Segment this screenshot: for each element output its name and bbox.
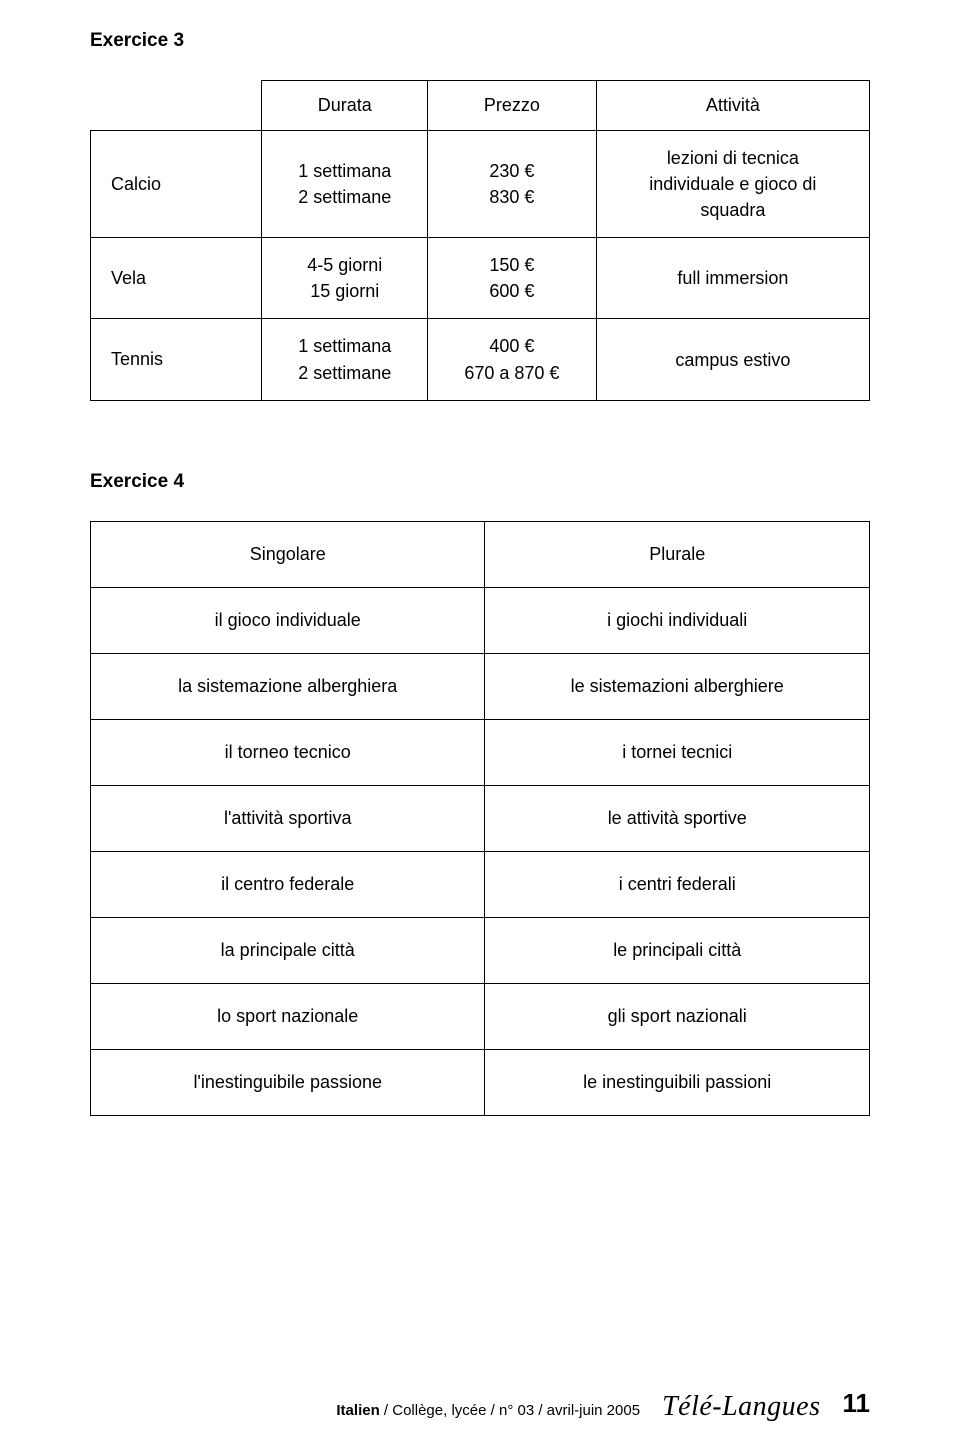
cell-plurale: le attività sportive <box>485 785 870 851</box>
cell-plurale: i tornei tecnici <box>485 719 870 785</box>
exercice-4-table: Singolare Plurale il gioco individuale i… <box>90 521 870 1116</box>
exercice-3-heading: Exercice 3 <box>90 30 870 52</box>
cell-prezzo: 150 €600 € <box>428 238 597 319</box>
row-label: Tennis <box>91 319 262 400</box>
cell-durata: 1 settimana2 settimane <box>262 319 428 400</box>
header-plurale: Plurale <box>485 521 870 587</box>
cell-singolare: la sistemazione alberghiera <box>91 653 485 719</box>
cell-plurale: i centri federali <box>485 851 870 917</box>
header-attivita: Attività <box>596 81 869 131</box>
cell-plurale: gli sport nazionali <box>485 983 870 1049</box>
cell-attivita: lezioni di tecnicaindividuale e gioco di… <box>596 131 869 238</box>
page-footer: Italien / Collège, lycée / n° 03 / avril… <box>90 1387 870 1419</box>
exercice-4-heading: Exercice 4 <box>90 471 870 493</box>
cell-prezzo: 400 €670 a 870 € <box>428 319 597 400</box>
table-row: la principale città le principali città <box>91 917 870 983</box>
table-header-row: Durata Prezzo Attività <box>91 81 870 131</box>
header-blank <box>91 81 262 131</box>
cell-singolare: lo sport nazionale <box>91 983 485 1049</box>
cell-plurale: le inestinguibili passioni <box>485 1049 870 1115</box>
cell-singolare: la principale città <box>91 917 485 983</box>
cell-attivita: campus estivo <box>596 319 869 400</box>
cell-prezzo: 230 €830 € <box>428 131 597 238</box>
table-row: l'attività sportiva le attività sportive <box>91 785 870 851</box>
cell-durata: 1 settimana2 settimane <box>262 131 428 238</box>
footer-source-rest: / Collège, lycée / n° 03 / avril-juin 20… <box>380 1402 640 1419</box>
table-row: il centro federale i centri federali <box>91 851 870 917</box>
cell-singolare: il torneo tecnico <box>91 719 485 785</box>
cell-singolare: l'attività sportiva <box>91 785 485 851</box>
cell-plurale: le sistemazioni alberghiere <box>485 653 870 719</box>
header-prezzo: Prezzo <box>428 81 597 131</box>
header-singolare: Singolare <box>91 521 485 587</box>
table-row: l'inestinguibile passione le inestinguib… <box>91 1049 870 1115</box>
footer-page-number: 11 <box>843 1388 871 1419</box>
table-row: la sistemazione alberghiera le sistemazi… <box>91 653 870 719</box>
footer-source: Italien / Collège, lycée / n° 03 / avril… <box>336 1402 640 1419</box>
cell-singolare: il centro federale <box>91 851 485 917</box>
cell-singolare: il gioco individuale <box>91 587 485 653</box>
cell-plurale: i giochi individuali <box>485 587 870 653</box>
table-row: Tennis 1 settimana2 settimane 400 €670 a… <box>91 319 870 400</box>
page: Exercice 3 Durata Prezzo Attività Calcio… <box>0 0 960 1447</box>
cell-plurale: le principali città <box>485 917 870 983</box>
table-row: Vela 4-5 giorni15 giorni 150 €600 € full… <box>91 238 870 319</box>
table-row: lo sport nazionale gli sport nazionali <box>91 983 870 1049</box>
cell-durata: 4-5 giorni15 giorni <box>262 238 428 319</box>
table-row: il torneo tecnico i tornei tecnici <box>91 719 870 785</box>
cell-singolare: l'inestinguibile passione <box>91 1049 485 1115</box>
table-row: Calcio 1 settimana2 settimane 230 €830 €… <box>91 131 870 238</box>
footer-source-bold: Italien <box>336 1402 379 1419</box>
row-label: Calcio <box>91 131 262 238</box>
row-label: Vela <box>91 238 262 319</box>
exercice-3-table: Durata Prezzo Attività Calcio 1 settiman… <box>90 80 870 401</box>
table-header-row: Singolare Plurale <box>91 521 870 587</box>
cell-attivita: full immersion <box>596 238 869 319</box>
header-durata: Durata <box>262 81 428 131</box>
footer-logo: Télé-Langues <box>662 1391 820 1423</box>
table-row: il gioco individuale i giochi individual… <box>91 587 870 653</box>
